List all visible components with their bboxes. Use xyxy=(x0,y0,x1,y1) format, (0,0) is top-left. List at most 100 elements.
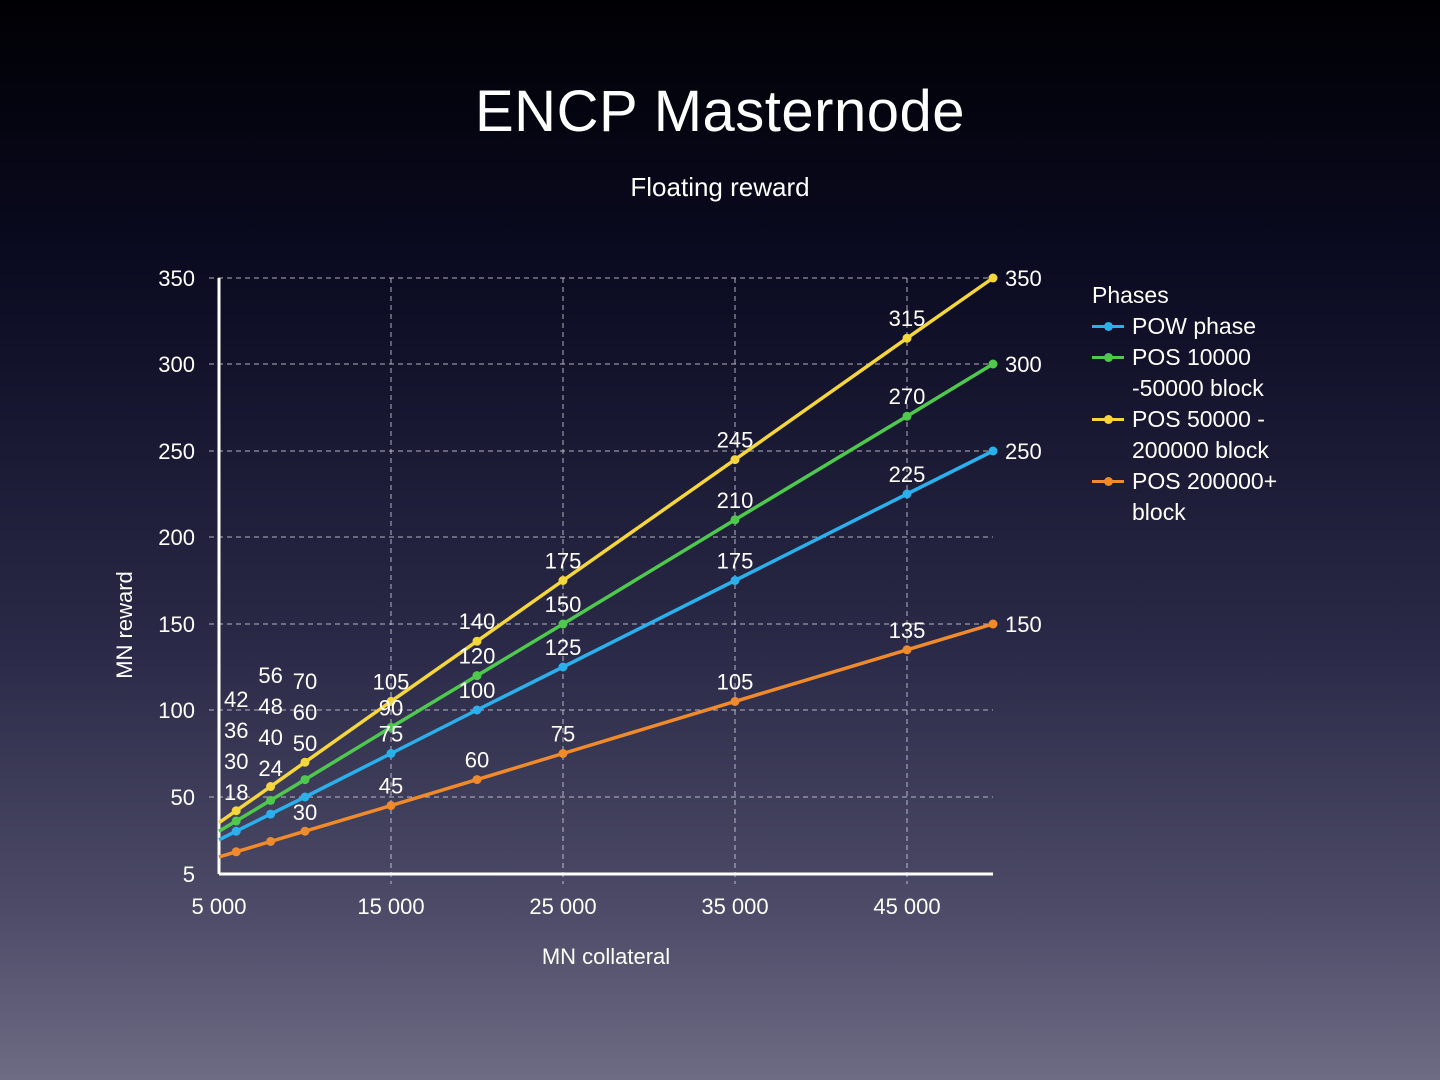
legend-items: POW phase POS 10000 -50000 block POS 50000 … xyxy=(1092,311,1332,528)
x-tick-label: 25 000 xyxy=(529,894,596,919)
y-tick-label: 200 xyxy=(158,525,195,550)
data-point xyxy=(300,775,310,785)
legend-label-line: -50000 block xyxy=(1132,375,1264,401)
data-point xyxy=(988,359,998,369)
data-label: 45 xyxy=(379,774,403,799)
data-label: 105 xyxy=(717,669,754,694)
data-point xyxy=(300,792,310,802)
data-label: 300 xyxy=(1005,352,1042,377)
legend-label-line: POS 10000 xyxy=(1132,344,1251,370)
data-point xyxy=(472,775,482,785)
data-label: 30 xyxy=(224,749,248,774)
data-point xyxy=(266,782,276,792)
data-label: 42 xyxy=(224,687,248,712)
data-label: 120 xyxy=(459,644,496,669)
legend-swatch xyxy=(1092,311,1124,342)
legend-item: POS 10000 -50000 block xyxy=(1092,342,1332,404)
legend-label-line: POS 200000+ xyxy=(1132,468,1278,494)
legend-label: POS 50000 - 200000 block xyxy=(1132,404,1332,466)
series-layer xyxy=(217,273,998,859)
series-line xyxy=(218,362,994,833)
data-point xyxy=(988,446,998,456)
data-point xyxy=(902,411,912,421)
legend-label: POS 200000+ block xyxy=(1132,466,1332,528)
legend-label-line: POW phase xyxy=(1132,313,1256,339)
legend-swatch xyxy=(1092,342,1124,373)
data-point xyxy=(266,836,276,846)
data-point xyxy=(558,662,568,672)
data-label: 36 xyxy=(224,718,248,743)
y-tick-label: 250 xyxy=(158,439,195,464)
data-point xyxy=(988,273,998,283)
data-label: 60 xyxy=(293,700,317,725)
legend-label-line: 200000 block xyxy=(1132,437,1269,463)
series-line xyxy=(217,276,995,825)
data-point xyxy=(300,757,310,767)
y-tick-label: 100 xyxy=(158,698,195,723)
series-line xyxy=(218,622,994,859)
series-line xyxy=(218,449,994,842)
data-label: 75 xyxy=(379,722,403,747)
data-label: 30 xyxy=(293,800,317,825)
legend-title: Phases xyxy=(1092,282,1169,308)
legend-label: POS 10000 -50000 block xyxy=(1132,342,1332,404)
data-label: 175 xyxy=(717,549,754,574)
data-point xyxy=(558,576,568,585)
data-point xyxy=(902,333,912,343)
data-label: 105 xyxy=(373,669,410,694)
data-point xyxy=(558,619,568,629)
data-label: 150 xyxy=(545,592,582,617)
axes-layer: 5 50 100 150 200 250 300 350 5 000 15 000 25 000 35… xyxy=(158,266,993,919)
data-point xyxy=(472,705,482,715)
data-label: 60 xyxy=(465,748,489,773)
x-tick-label: 5 000 xyxy=(191,894,246,919)
data-label: 24 xyxy=(258,756,282,781)
data-point xyxy=(386,801,396,811)
x-tick-label: 35 000 xyxy=(701,894,768,919)
data-point xyxy=(472,671,482,681)
data-label: 150 xyxy=(1005,612,1042,637)
y-tick-label: 300 xyxy=(158,352,195,377)
data-label: 250 xyxy=(1005,439,1042,464)
y-tick-label: 350 xyxy=(158,266,195,291)
data-point xyxy=(730,515,740,525)
data-point xyxy=(386,696,396,706)
data-point xyxy=(902,645,912,655)
data-point xyxy=(231,826,241,836)
data-label: 90 xyxy=(379,695,403,720)
data-point xyxy=(558,749,568,758)
data-label: 270 xyxy=(889,384,926,409)
data-label: 245 xyxy=(717,428,754,453)
data-point xyxy=(386,722,396,732)
x-tick-label: 15 000 xyxy=(357,894,424,919)
data-label: 56 xyxy=(258,663,282,688)
data-point xyxy=(231,847,241,857)
data-point xyxy=(730,455,740,465)
grid-layer xyxy=(209,277,993,884)
legend-label-line: block xyxy=(1132,499,1186,525)
legend-item: POS 50000 - 200000 block xyxy=(1092,404,1332,466)
data-label: 350 xyxy=(1005,266,1042,291)
data-label: 70 xyxy=(293,669,317,694)
legend-item: POS 200000+ block xyxy=(1092,466,1332,528)
chart-title: ENCP Masternode xyxy=(475,79,965,144)
data-point xyxy=(231,806,241,816)
y-axis-title: MN reward xyxy=(112,571,137,679)
legend-label-line: POS 50000 - xyxy=(1132,406,1265,432)
data-point xyxy=(472,636,482,646)
data-label: 40 xyxy=(258,725,282,750)
data-point xyxy=(730,696,740,706)
y-tick-label: 150 xyxy=(158,612,195,637)
data-label: 18 xyxy=(224,780,248,805)
data-point xyxy=(386,749,396,758)
y-tick-label: 5 xyxy=(183,862,195,887)
data-point xyxy=(266,809,276,819)
legend-swatch xyxy=(1092,466,1124,497)
chart-subtitle: Floating reward xyxy=(630,172,810,202)
data-point xyxy=(730,576,740,585)
data-point xyxy=(988,619,998,629)
data-label: 225 xyxy=(889,462,926,487)
data-label: 315 xyxy=(889,306,926,331)
data-label: 75 xyxy=(551,722,575,747)
